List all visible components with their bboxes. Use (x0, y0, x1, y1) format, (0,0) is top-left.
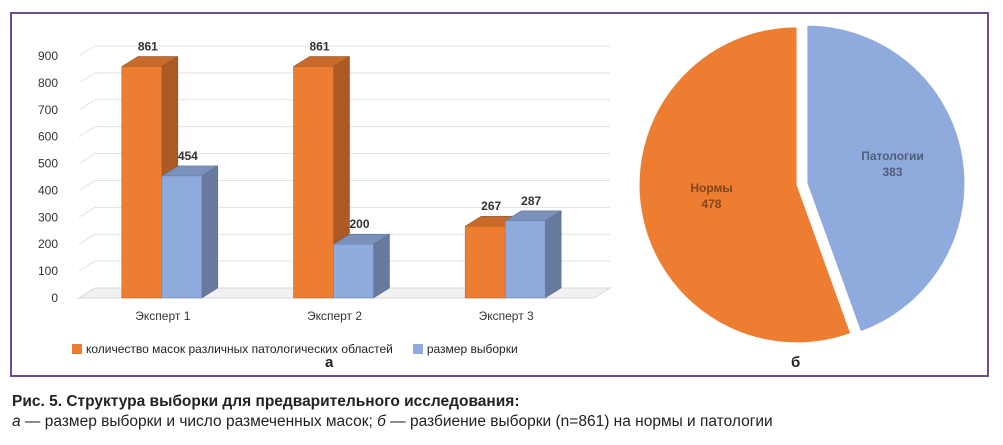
gridline-side (78, 206, 96, 218)
pie-chart: Патологии 383 Нормы 478 (638, 24, 966, 344)
y-tick-label: 900 (38, 49, 58, 63)
legend-label-series-2: размер выборки (426, 342, 518, 356)
bar-chart: 0 100 200 300 400 500 600 700 800 900 861 454 Экспер… (38, 39, 612, 323)
y-tick-label: 800 (38, 76, 58, 90)
y-tick-label: 400 (38, 183, 58, 197)
panel-letter-b: б (791, 354, 801, 371)
bar-value-label: 861 (138, 39, 158, 53)
bar (333, 243, 374, 299)
bar (504, 220, 546, 299)
panel-letter-a: а (325, 354, 334, 371)
pie-slice-label: Нормы (690, 181, 732, 195)
caption-b-letter: б (377, 413, 386, 430)
y-tick-label: 300 (38, 210, 58, 224)
y-tick-label: 500 (38, 157, 58, 171)
pie-slice-value: 383 (883, 165, 903, 179)
y-tick-label: 700 (38, 103, 58, 117)
bar-value-label: 861 (309, 39, 329, 53)
figure-frame: 0 100 200 300 400 500 600 700 800 900 861 454 Экспер… (10, 12, 989, 377)
bar-value-label: 454 (178, 149, 198, 163)
gridline-side (78, 153, 96, 164)
caption-a-text: — размер выборки и число размеченных мас… (20, 413, 378, 430)
pie-slice (638, 26, 852, 344)
pie-slice-label: Патологии (861, 149, 924, 163)
gridline-side (78, 126, 96, 138)
y-tick-label: 0 (51, 291, 58, 305)
x-tick-label: Эксперт 3 (479, 309, 534, 323)
bar-value-label: 267 (481, 199, 501, 213)
bar-value-label: 287 (521, 194, 541, 208)
bar-value-label: 200 (349, 217, 369, 231)
legend: количество масок различных патологически… (72, 342, 518, 356)
y-tick-label: 200 (38, 237, 58, 251)
bar (293, 66, 334, 299)
gridline-side (78, 260, 96, 272)
legend-swatch-series-1 (72, 344, 82, 354)
pie-slice-value: 478 (701, 197, 721, 211)
gridline-side (78, 72, 96, 84)
y-tick-label: 600 (38, 130, 58, 144)
gridline-side (78, 99, 96, 111)
x-tick-label: Эксперт 2 (307, 309, 362, 323)
figure-caption: Рис. 5. Структура выборки для предварите… (12, 392, 992, 432)
caption-body: а — размер выборки и число размеченных м… (12, 412, 992, 432)
bar (161, 175, 203, 299)
bar (464, 225, 506, 299)
pie-slice (806, 24, 966, 333)
gridline-side (78, 180, 96, 191)
caption-title: Рис. 5. Структура выборки для предварите… (12, 393, 520, 410)
gridline-side (78, 233, 96, 245)
gridline-side (78, 45, 96, 57)
caption-a-letter: а (12, 413, 21, 430)
y-tick-label: 100 (38, 264, 58, 278)
x-tick-label: Эксперт 1 (135, 309, 190, 323)
caption-b-text: — разбиение выборки (n=861) на нормы и п… (385, 413, 773, 430)
legend-label-series-1: количество масок различных патологически… (86, 342, 393, 356)
legend-swatch-series-2 (412, 344, 423, 354)
